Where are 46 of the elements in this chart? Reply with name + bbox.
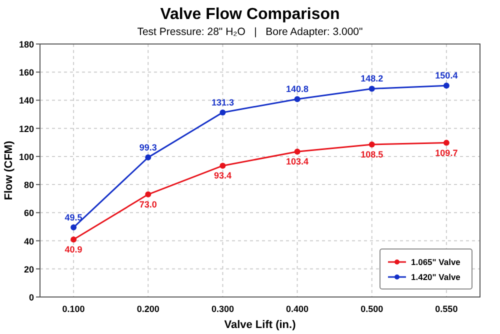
data-label: 109.7 xyxy=(435,148,458,158)
point xyxy=(145,154,152,160)
x-tick-label: 0.100 xyxy=(62,304,85,314)
data-label: 148.2 xyxy=(360,74,384,84)
y-tick-label: 60 xyxy=(24,208,34,218)
point xyxy=(443,140,450,146)
x-tick-label: 0.200 xyxy=(136,304,160,314)
point xyxy=(443,82,450,89)
y-tick-label: 40 xyxy=(24,236,34,246)
y-tick-label: 160 xyxy=(18,68,34,78)
y-tick-label: 80 xyxy=(24,180,34,190)
x-tick-label: 0.500 xyxy=(360,304,384,314)
data-label: 108.5 xyxy=(360,149,384,160)
point xyxy=(368,86,375,92)
data-label: 131.3 xyxy=(211,97,234,108)
y-tick-label: 100 xyxy=(18,152,34,162)
point xyxy=(70,236,77,243)
point xyxy=(220,162,226,169)
y-axis-title: Flow (CFM) xyxy=(3,140,15,200)
x-tick-label: 0.300 xyxy=(211,304,234,314)
data-label: 49.5 xyxy=(64,212,82,222)
point xyxy=(294,96,300,102)
x-tick-label: 0.550 xyxy=(435,304,458,314)
y-tick-label: 180 xyxy=(18,40,34,50)
point xyxy=(145,191,152,198)
y-tick-label: 120 xyxy=(18,124,34,134)
y-tick-label: 140 xyxy=(18,96,34,106)
data-label: 150.4 xyxy=(435,70,458,81)
chart-title: Valve Flow Comparison xyxy=(160,6,340,23)
point xyxy=(70,224,77,230)
legend-label: 1.065" Valve xyxy=(411,257,461,267)
point xyxy=(368,141,375,148)
x-tick-label: 0.400 xyxy=(286,304,309,314)
legend-label: 1.420" Valve xyxy=(411,272,461,282)
data-label: 73.0 xyxy=(139,199,157,210)
y-tick-label: 20 xyxy=(24,264,34,274)
data-label: 99.3 xyxy=(139,142,157,152)
data-label: 103.4 xyxy=(286,156,309,167)
point xyxy=(294,148,300,155)
data-label: 40.9 xyxy=(64,244,82,255)
data-label: 93.4 xyxy=(214,170,232,181)
y-tick-label: 0 xyxy=(28,292,34,302)
chart-subtitle: Test Pressure: 28" H₂O | Bore Adapter: 3.000" xyxy=(137,26,364,38)
x-axis-title: Valve Lift (in.) xyxy=(224,319,296,331)
point xyxy=(220,109,226,116)
data-label: 140.8 xyxy=(286,84,309,94)
